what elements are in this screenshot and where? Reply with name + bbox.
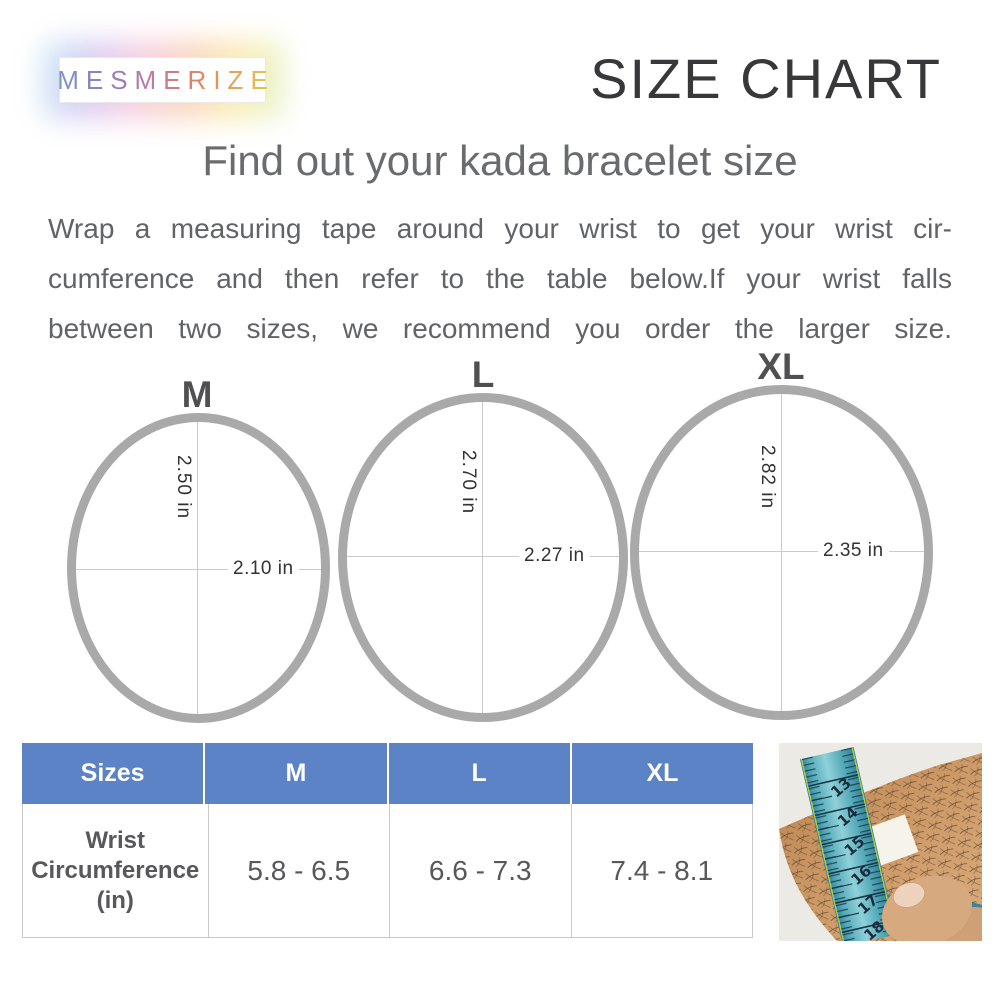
- ring-m-width-measure: 2.10 in: [228, 557, 299, 581]
- value-xl: 7.4 - 8.1: [610, 854, 714, 886]
- size-table-row: Wrist Circumference (in) 5.8 - 6.5 6.6 -…: [22, 804, 753, 938]
- value-m: 5.8 - 6.5: [209, 804, 390, 937]
- value-l: 6.6 - 7.3: [390, 804, 572, 937]
- ring-l: [338, 393, 628, 722]
- size-table: Sizes M L XL Wrist Circumference (in) 5.…: [22, 743, 753, 938]
- tape-major-ticks: [808, 774, 892, 934]
- ring-xl-label: XL: [757, 346, 805, 387]
- ring-m: [67, 413, 330, 723]
- intro-paragraph: Wrap a measuring tape around your wrist …: [48, 206, 952, 356]
- brand-name: MESMERIZE: [50, 65, 275, 96]
- row-label-wrist-circumference: Wrist Circumference (in): [23, 804, 209, 937]
- wrist-measuring-photo: 13 14 15 16 17 18: [779, 743, 982, 941]
- size-table-header: Sizes M L XL: [22, 743, 753, 804]
- intro-line: between two sizes, we recommend you orde…: [48, 313, 952, 344]
- brand-logo: MESMERIZE: [41, 41, 284, 119]
- wrist-photo-svg: 13 14 15 16 17 18: [779, 743, 982, 941]
- ring-l-height-measure: 2.70 in: [456, 447, 480, 518]
- ring-m-label: M: [181, 374, 213, 415]
- logo-box: MESMERIZE: [57, 57, 268, 103]
- ring-xl: [630, 385, 933, 720]
- intro-line: Wrap a measuring tape around your wrist …: [48, 213, 952, 244]
- page-title: SIZE CHART: [590, 47, 942, 110]
- thumb-nail: [893, 882, 925, 908]
- column-header-m: M: [205, 743, 389, 804]
- column-header-l: L: [388, 743, 572, 804]
- ring-xl-width-measure: 2.35 in: [818, 539, 889, 563]
- tape-minor-ticks: [799, 747, 897, 941]
- section-heading: Find out your kada bracelet size: [202, 137, 798, 184]
- intro-line: cumference and then refer to the table b…: [48, 263, 952, 294]
- ring-l-label: L: [471, 354, 495, 395]
- ring-l-width-measure: 2.27 in: [519, 544, 590, 568]
- ring-m-height-measure: 2.50 in: [171, 452, 195, 523]
- column-header-sizes: Sizes: [22, 743, 206, 804]
- tape-half-ticks: [811, 795, 860, 919]
- measuring-tape: 13 14 15 16 17 18: [799, 747, 897, 941]
- ring-xl-height-measure: 2.82 in: [755, 442, 779, 513]
- column-header-xl: XL: [571, 743, 753, 804]
